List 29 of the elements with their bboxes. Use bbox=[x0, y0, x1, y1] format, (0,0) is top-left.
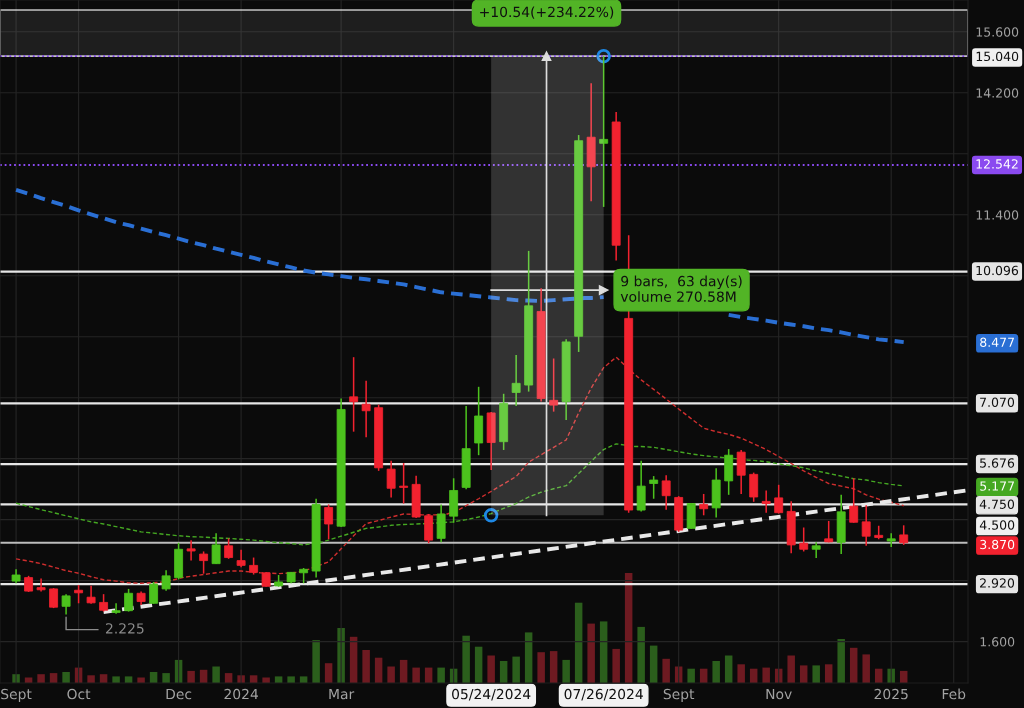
x-tick-label: Nov bbox=[766, 688, 792, 700]
annotation: +10.54(+234.22%) bbox=[480, 6, 614, 19]
x-tick-label: Sept bbox=[663, 688, 695, 702]
x-tick-label: Sept bbox=[1, 688, 32, 702]
y-tick-label: 15.600 bbox=[976, 27, 1019, 37]
ref-line-label: 7.070 bbox=[980, 397, 1015, 407]
y-tick-label: 4.500 bbox=[979, 520, 1015, 530]
y-tick-label: 15.040 bbox=[976, 51, 1019, 62]
ref-line-label: 2.920 bbox=[980, 578, 1015, 588]
ref-line-label: 12.542 bbox=[976, 159, 1018, 169]
y-tick-label: 11.400 bbox=[976, 210, 1019, 220]
x-tick-label: Oct bbox=[67, 688, 91, 700]
y-tick-label: 8.477 bbox=[980, 337, 1014, 347]
ref-line-label: 5.676 bbox=[980, 458, 1015, 468]
annotation: 2.225 bbox=[105, 623, 144, 634]
x-tick-label: Dec bbox=[166, 688, 192, 700]
x-tick-label: 05/24/2024 bbox=[452, 688, 531, 701]
y-tick-label: 14.200 bbox=[976, 88, 1019, 98]
x-tick-label: 2024 bbox=[224, 688, 258, 700]
x-tick-label: Feb bbox=[942, 688, 966, 700]
x-tick-label: 07/26/2024 bbox=[564, 688, 643, 701]
x-tick-label: 2025 bbox=[874, 688, 908, 700]
annotation: 9 bars, 63 day(s) volume 270.58M bbox=[620, 275, 742, 302]
y-tick-label: 5.177 bbox=[980, 481, 1014, 491]
ref-line-label: 10.096 bbox=[976, 265, 1019, 276]
ref-line-label: 4.750 bbox=[979, 499, 1015, 509]
x-tick-label: Mar bbox=[329, 688, 355, 700]
y-tick-label: 3.870 bbox=[980, 539, 1015, 550]
y-tick-label: 1.600 bbox=[980, 637, 1015, 647]
